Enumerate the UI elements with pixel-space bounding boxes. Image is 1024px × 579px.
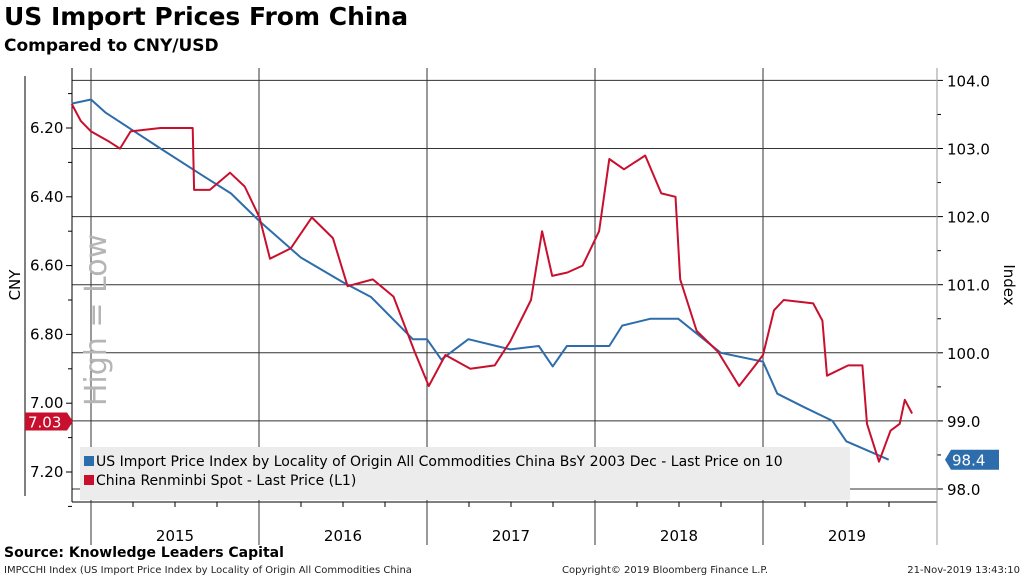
copyright-note: Copyright© 2019 Bloomberg Finance L.P. [562, 565, 769, 576]
page-title: US Import Prices From China [4, 2, 409, 31]
right-tick-label: 103.0 [947, 141, 990, 159]
right-tick-label: 98.0 [947, 481, 980, 499]
x-tick-label: 2015 [156, 527, 194, 545]
right-tick-label: 102.0 [947, 209, 990, 227]
left-tick-label: 6.20 [30, 119, 63, 137]
left-tick-label: 6.40 [30, 188, 63, 206]
x-tick-label: 2018 [660, 527, 698, 545]
left-tick-label: 6.60 [30, 257, 63, 275]
left-tick-label: 7.20 [30, 463, 63, 481]
right-tick-label: 99.0 [947, 413, 980, 431]
import-price-index-line [71, 98, 890, 461]
index-last-price-label: 98.4 [952, 452, 985, 470]
x-tick-label: 2016 [324, 527, 362, 545]
cny-spot-line [70, 103, 913, 463]
left-tick-label: 6.80 [30, 325, 63, 343]
legend-box [80, 447, 850, 500]
left-tick-label: 7.00 [30, 394, 63, 412]
high-low-annotation: High = Low [79, 234, 114, 406]
x-tick-label: 2017 [492, 527, 530, 545]
source-note: Source: Knowledge Leaders Capital [4, 545, 284, 561]
legend-swatch [84, 475, 94, 485]
index-last-price-tag [945, 449, 999, 470]
cny-last-price-label: 7.03 [28, 414, 61, 432]
x-tick-label: 2019 [828, 527, 866, 545]
legend-swatch [84, 456, 94, 466]
legend-label: China Renminbi Spot - Last Price (L1) [96, 473, 356, 489]
right-tick-label: 101.0 [947, 277, 990, 295]
left-axis-title: CNY [6, 269, 24, 301]
ticker-note: IMPCCHI Index (US Import Price Index by … [4, 565, 412, 576]
timestamp: 21-Nov-2019 13:43:10 [907, 565, 1020, 576]
right-tick-label: 100.0 [947, 345, 990, 363]
legend-label: US Import Price Index by Locality of Ori… [96, 454, 783, 470]
cny-last-price-tag [25, 412, 73, 431]
page-subtitle: Compared to CNY/USD [4, 36, 219, 56]
right-tick-label: 104.0 [947, 72, 990, 90]
right-axis-title: Index [1000, 264, 1018, 305]
